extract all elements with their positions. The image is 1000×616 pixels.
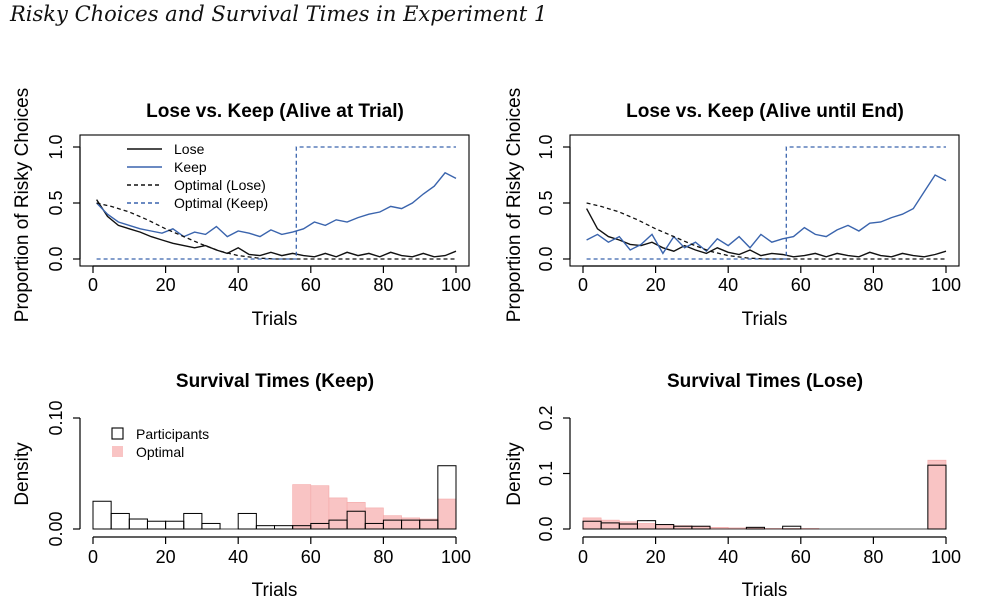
panel4-optimal-bar: [600, 519, 620, 530]
panel2-plot-frame: [569, 134, 960, 267]
panel1-legend-label: Optimal (Keep): [174, 195, 268, 211]
panel1-x-tick-label: 80: [373, 275, 393, 295]
panel1-series-optimal-keep: [96, 146, 456, 260]
panel3-legend-label: Optimal: [136, 444, 184, 460]
panel4-x-tick-label: 40: [718, 547, 738, 567]
panel3-participants-bar: [237, 512, 257, 530]
panel1-title: Lose vs. Keep (Alive at Trial): [146, 101, 404, 122]
panel2-x-tick-label: 40: [718, 275, 738, 295]
panel3-y-axis-label: Density: [12, 442, 33, 506]
panel1-series-keep: [96, 171, 457, 238]
panel3-participants-bar: [255, 525, 276, 530]
panel2-y-tick-label: 1.0: [536, 134, 556, 159]
panel2-series-keep: [586, 174, 947, 255]
panel4-optimal-bar: [582, 517, 602, 530]
panel4-y-tick-label: 0.2: [536, 405, 556, 430]
panel3-title: Survival Times (Keep): [176, 371, 374, 392]
panel3-x-tick-label: 20: [156, 547, 176, 567]
panel3-optimal-bar: [328, 497, 348, 530]
panel3-legend-swatch-optimal: [112, 446, 123, 457]
panel1-legend-label: Optimal (Lose): [174, 177, 266, 193]
panel4-optimal-bar: [618, 521, 638, 530]
panel3-participants-bar: [165, 520, 185, 530]
panel3-legend-label: Participants: [136, 426, 209, 442]
panel3-x-tick-label: 100: [441, 547, 471, 567]
panel3-participants-bar: [201, 522, 221, 530]
figure-title: Risky Choices and Survival Times in Expe…: [10, 2, 548, 26]
panel1-x-tick-label: 100: [441, 275, 471, 295]
panel1-x-tick-label: 40: [228, 275, 248, 295]
panel2-series-optimal-keep: [586, 146, 946, 260]
panel1-y-tick-label: 1.0: [46, 134, 66, 159]
panel2-x-tick-label: 0: [578, 275, 588, 295]
panel4-x-tick-label: 0: [578, 547, 588, 567]
panel4-x-axis-label: Trials: [742, 580, 788, 601]
panel3-x-tick-label: 0: [88, 547, 98, 567]
panel3-x-tick-label: 80: [373, 547, 393, 567]
panel1-series-lose: [96, 199, 457, 258]
panel3-optimal-bar: [346, 502, 366, 530]
panel4-y-tick-label: 0.1: [536, 461, 556, 486]
panel1-x-axis-label: Trials: [252, 309, 298, 330]
panel1-y-axis-label: Proportion of Risky Choices: [12, 88, 33, 322]
panel3-legend-swatch-participants: [111, 427, 124, 440]
panel4-participants-bar: [782, 525, 802, 530]
panel3-participants-bar: [146, 520, 167, 530]
panel1-y-tick-label: 0.5: [46, 190, 66, 215]
panel3-participants-bar: [110, 512, 130, 530]
panel1-legend-label: Keep: [174, 159, 207, 175]
panel3-optimal-bar: [401, 517, 420, 530]
panel1-legend-label: Lose: [174, 141, 205, 157]
panel2-x-tick-label: 20: [646, 275, 666, 295]
panel1-x-tick-label: 60: [301, 275, 321, 295]
panel3-participants-bar: [274, 525, 294, 530]
panel4-y-tick-label: 0.0: [536, 516, 556, 541]
panel4-x-tick-label: 100: [931, 547, 961, 567]
panel4-y-axis-label: Density: [504, 442, 525, 506]
panel4-optimal-bar: [655, 524, 675, 530]
panel2-y-axis-label: Proportion of Risky Choices: [504, 88, 525, 322]
panel1-x-tick-label: 20: [156, 275, 176, 295]
panel3-x-tick-label: 60: [301, 547, 321, 567]
panel3-optimal-bar: [383, 515, 402, 530]
panel3-x-tick-label: 40: [228, 547, 248, 567]
panel2-title: Lose vs. Keep (Alive until End): [626, 101, 904, 122]
panel1-y-tick-label: 0.0: [46, 246, 66, 271]
panel1-plot-frame: [79, 134, 470, 267]
panel2-x-tick-label: 60: [791, 275, 811, 295]
panel2-x-tick-label: 80: [863, 275, 883, 295]
panel3-optimal-bar: [364, 507, 384, 530]
panel2-series-optimal-lose: [586, 202, 946, 260]
panel2-y-tick-label: 0.0: [536, 246, 556, 271]
panel2-x-axis-label: Trials: [742, 309, 788, 330]
panel3-x-axis-label: Trials: [252, 580, 298, 601]
panel2-series-lose: [585, 208, 947, 258]
panel3-optimal-bar: [310, 485, 330, 530]
panel3-participants-bar: [92, 500, 112, 530]
panel3-y-tick-label: 0.10: [46, 400, 66, 435]
panel4-title: Survival Times (Lose): [667, 371, 863, 392]
panel4-optimal-bar: [927, 459, 947, 530]
panel3-participants-bar: [183, 512, 203, 530]
panel4-x-tick-label: 80: [863, 547, 883, 567]
panel4-optimal-bar: [637, 523, 656, 530]
panel3-y-tick-label: 0.00: [46, 511, 66, 546]
panel3-participants-bar: [128, 518, 148, 530]
panel1-x-tick-label: 0: [88, 275, 98, 295]
panel2-x-tick-label: 100: [931, 275, 961, 295]
panel4-x-tick-label: 60: [791, 547, 811, 567]
panel2-y-tick-label: 0.5: [536, 190, 556, 215]
panel3-optimal-bar: [437, 498, 457, 530]
panel4-x-tick-label: 20: [646, 547, 666, 567]
panel3-optimal-bar: [292, 484, 312, 530]
